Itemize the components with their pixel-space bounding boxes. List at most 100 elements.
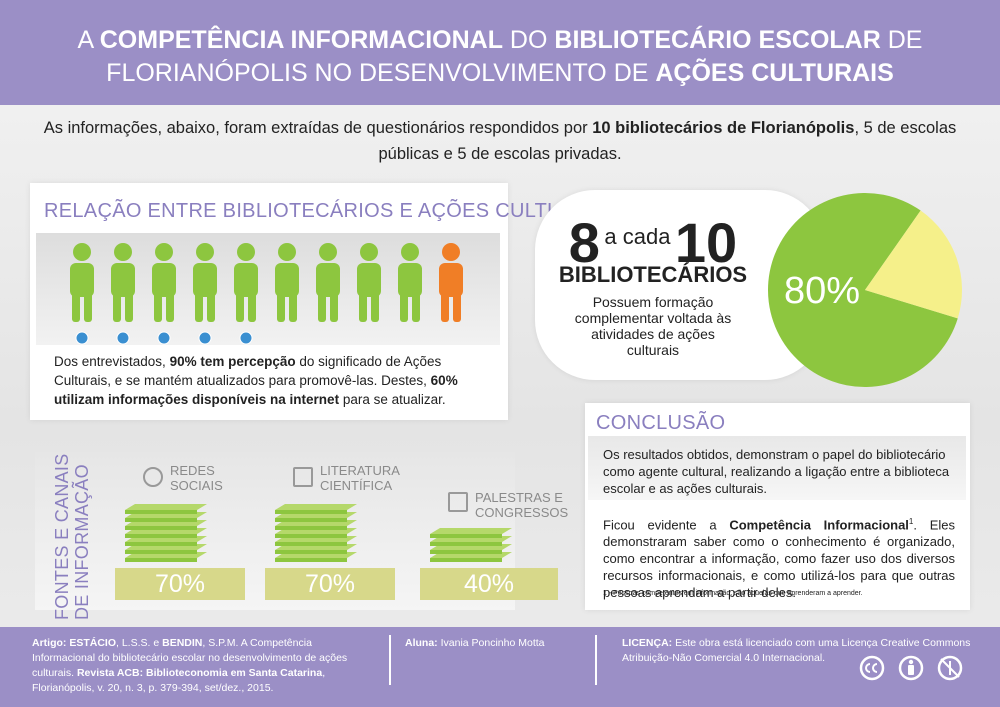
text-run: Ivania Poncinho Motta — [440, 637, 545, 649]
person-icon — [234, 243, 258, 322]
source-icon — [143, 467, 163, 487]
conclusion-p2: Ficou evidente a Competência Informacion… — [603, 513, 955, 601]
leg — [207, 290, 215, 322]
stack — [430, 528, 512, 562]
person-icon — [439, 243, 463, 322]
stack-layer-edge — [275, 526, 347, 530]
stat-number: 8 — [568, 211, 600, 274]
text-run: LICENÇA: — [622, 637, 676, 649]
source-percent: 70% — [115, 568, 245, 600]
text-run: Artigo: — [32, 637, 70, 649]
head — [319, 243, 337, 261]
body — [70, 263, 94, 297]
person-icon — [275, 243, 299, 322]
text-run: DO — [502, 26, 555, 54]
stack-layer-edge — [430, 550, 502, 554]
pie-slice — [768, 193, 958, 387]
source-percent: 40% — [420, 568, 558, 600]
source-percent: 70% — [265, 568, 395, 600]
text-run: A — [77, 26, 100, 54]
stack-layer-edge — [430, 558, 502, 562]
leg — [248, 290, 256, 322]
head — [114, 243, 132, 261]
relation-text: Dos entrevistados, 90% tem percepção do … — [54, 352, 494, 409]
leg — [195, 290, 203, 322]
text-run: , 5 de escolas públicas e 5 de escolas p… — [378, 119, 957, 163]
text-run: As informações, abaixo, foram extraídas … — [43, 119, 593, 137]
stacks — [125, 504, 512, 562]
conclusion-heading: CONCLUSÃO — [596, 412, 726, 434]
stack-layer-edge — [430, 534, 502, 538]
conclusion-p1: Os resultados obtidos, demonstram o pape… — [603, 446, 955, 497]
pie-chart: 80% — [768, 193, 962, 387]
text-run: , S.P.M. A Competência Informacional do … — [32, 637, 348, 679]
leg — [154, 290, 162, 322]
header-band — [0, 0, 1000, 105]
leg — [166, 290, 174, 322]
stack-layer-edge — [125, 534, 197, 538]
stack-layer-edge — [125, 526, 197, 530]
head — [278, 243, 296, 261]
stat-number: 10 — [674, 211, 738, 274]
body — [275, 263, 299, 297]
sources-heading: FONTES E CANAIS DE INFORMAÇÃO — [52, 453, 92, 620]
source-name: LITERATURA CIENTÍFICA — [320, 463, 400, 493]
leg — [236, 290, 244, 322]
stack-layer-edge — [430, 542, 502, 546]
stack-layer-edge — [125, 550, 197, 554]
leg — [318, 290, 326, 322]
head — [155, 243, 173, 261]
stack-layer-edge — [275, 534, 347, 538]
license-icons — [859, 655, 963, 681]
leg — [113, 290, 121, 322]
text-run: , Florianópolis, v. 20, n. 3, p. 379-394… — [32, 667, 326, 694]
leg — [330, 290, 338, 322]
text-run: Este obra está licenciado com uma Licenç… — [622, 637, 971, 664]
leg — [72, 290, 80, 322]
text-run: COMPETÊNCIA INFORMACIONAL — [99, 26, 503, 54]
leg — [441, 290, 449, 322]
source-icon — [293, 467, 313, 487]
body — [234, 263, 258, 297]
stat-line: 8 a cada 10 — [548, 206, 758, 289]
person-icon — [70, 243, 94, 322]
globe-icon — [198, 331, 212, 345]
stack-layer-edge — [275, 550, 347, 554]
text-run: Aluna: — [405, 637, 441, 649]
source-name: REDES SOCIAIS — [170, 463, 223, 493]
stack-layer-edge — [125, 558, 197, 562]
stack-layer-edge — [125, 510, 197, 514]
body — [316, 263, 340, 297]
body — [193, 263, 217, 297]
text-run: Os resultados obtidos, demonstram o pape… — [603, 447, 950, 496]
footnote: 1 - Pessoas competentes em informação, s… — [603, 590, 863, 597]
leg — [412, 290, 420, 322]
stack — [125, 504, 207, 562]
stat-text: Possuem formação complementar voltada às… — [574, 294, 732, 358]
person-icon — [111, 243, 135, 322]
body — [152, 263, 176, 297]
leg — [84, 290, 92, 322]
text-run: Ficou evidente a — [603, 517, 730, 533]
stack — [275, 504, 357, 562]
source-name: PALESTRAS E CONGRESSOS — [475, 490, 569, 520]
leg — [371, 290, 379, 322]
text-run: , L.S.S. e — [116, 637, 163, 649]
text-run: do significado de Ações Culturais, e se … — [54, 354, 442, 388]
globe-icon — [157, 331, 171, 345]
head — [237, 243, 255, 261]
pie-label: 80% — [784, 270, 860, 312]
person-icon — [398, 243, 422, 322]
head — [442, 243, 460, 261]
footer-article: Artigo: ESTÁCIO, L.S.S. e BENDIN, S.P.M.… — [32, 636, 372, 696]
person-icon — [316, 243, 340, 322]
text-run: Competência Informacional — [729, 517, 909, 533]
intro-text: As informações, abaixo, foram extraídas … — [30, 115, 970, 167]
stack-layer — [430, 528, 512, 534]
leg — [277, 290, 285, 322]
stack-layer — [275, 504, 357, 510]
divider — [595, 635, 597, 685]
stack-layer-edge — [125, 518, 197, 522]
head — [360, 243, 378, 261]
